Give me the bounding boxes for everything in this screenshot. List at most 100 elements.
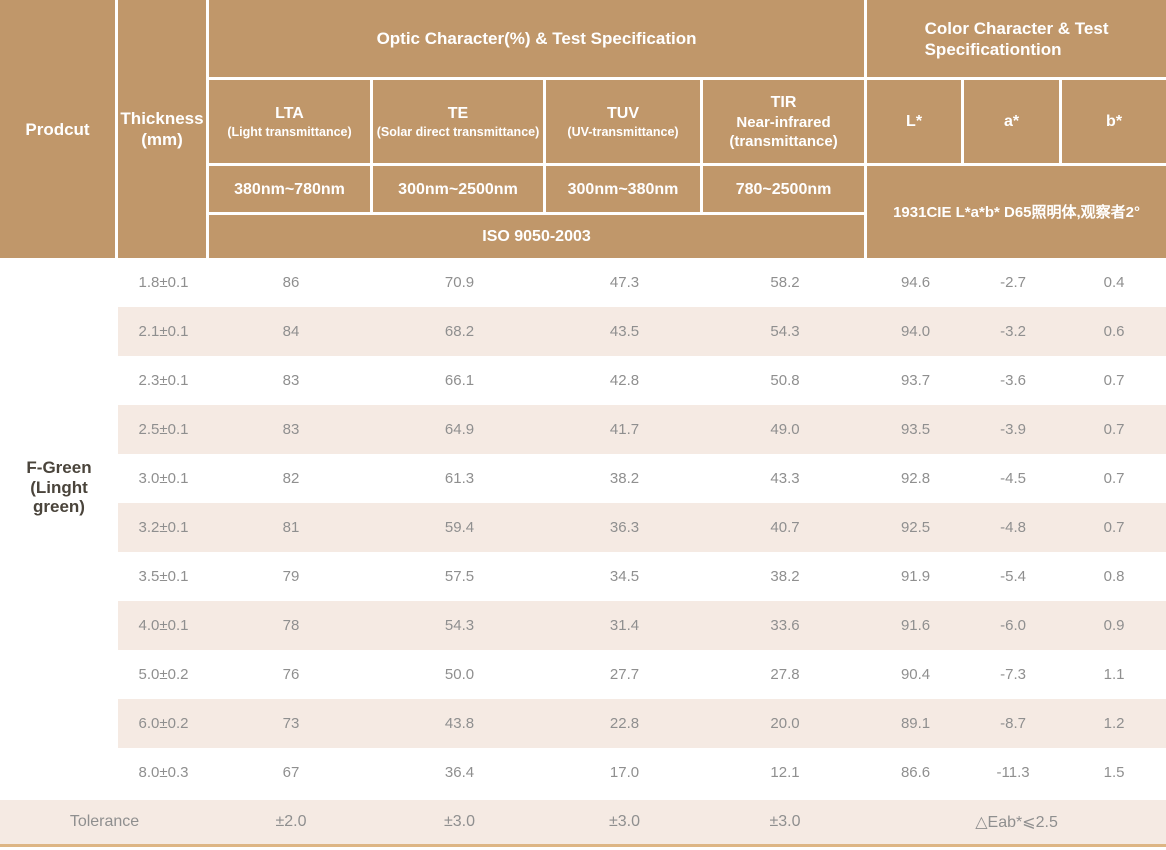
header-col-astar: a* bbox=[964, 80, 1063, 166]
cell-astar: -3.9 bbox=[964, 405, 1063, 454]
cell-te: 57.5 bbox=[373, 552, 546, 601]
product-name-line1: F-Green bbox=[26, 458, 92, 478]
cell-bstar: 1.5 bbox=[1062, 748, 1166, 797]
header-col-lta: LTA (Light transmittance) bbox=[209, 80, 373, 166]
tir-line2: Near-infrared bbox=[736, 113, 831, 131]
product-name-cell: F-Green (Linght green) bbox=[0, 258, 118, 797]
cell-astar: -3.6 bbox=[964, 356, 1063, 405]
tuv-title: TUV bbox=[607, 104, 639, 122]
cell-lta: 76 bbox=[209, 650, 373, 699]
cell-te: 68.2 bbox=[373, 307, 546, 356]
cell-lta: 81 bbox=[209, 503, 373, 552]
cell-tuv: 36.3 bbox=[546, 503, 703, 552]
lta-title: LTA bbox=[275, 104, 304, 122]
tolerance-color: △Eab*⩽2.5 bbox=[867, 797, 1166, 847]
cell-te: 61.3 bbox=[373, 454, 546, 503]
cell-astar: -6.0 bbox=[964, 601, 1063, 650]
cell-tuv: 47.3 bbox=[546, 258, 703, 307]
table-row: 3.0±0.1 82 61.3 38.2 43.3 92.8 -4.5 0.7 bbox=[0, 454, 1166, 503]
tolerance-tir: ±3.0 bbox=[703, 797, 868, 847]
cell-bstar: 0.9 bbox=[1062, 601, 1166, 650]
cell-lstar: 90.4 bbox=[867, 650, 965, 699]
header-row-ranges: 380nm~780nm 300nm~2500nm 300nm~380nm 780… bbox=[0, 166, 1166, 258]
cell-bstar: 0.7 bbox=[1062, 405, 1166, 454]
cell-thickness: 1.8±0.1 bbox=[118, 258, 209, 307]
cell-tir: 12.1 bbox=[703, 748, 868, 797]
header-color-group-line2: Specificationtion bbox=[924, 39, 1062, 59]
cell-tuv: 22.8 bbox=[546, 699, 703, 748]
header-col-lstar: L* bbox=[867, 80, 965, 166]
cell-astar: -2.7 bbox=[964, 258, 1063, 307]
header-col-bstar: b* bbox=[1062, 80, 1166, 166]
table-row: F-Green (Linght green) 1.8±0.1 86 70.9 4… bbox=[0, 258, 1166, 797]
tir-line3: (transmittance) bbox=[729, 132, 838, 150]
cell-thickness: 2.3±0.1 bbox=[118, 356, 209, 405]
cell-tir: 50.8 bbox=[703, 356, 868, 405]
header-col-tuv: TUV (UV-transmittance) bbox=[546, 80, 703, 166]
cell-tir: 43.3 bbox=[703, 454, 868, 503]
cell-lstar: 86.6 bbox=[867, 748, 965, 797]
header-product: Prodcut bbox=[0, 0, 118, 258]
cell-astar: -4.5 bbox=[964, 454, 1063, 503]
table-row: 8.0±0.3 67 36.4 17.0 12.1 86.6 -11.3 1.5 bbox=[0, 748, 1166, 797]
cell-thickness: 3.0±0.1 bbox=[118, 454, 209, 503]
header-col-te: TE (Solar direct transmittance) bbox=[373, 80, 546, 166]
cell-te: 36.4 bbox=[373, 748, 546, 797]
cell-tuv: 17.0 bbox=[546, 748, 703, 797]
tolerance-label: Tolerance bbox=[0, 797, 209, 847]
cell-tir: 33.6 bbox=[703, 601, 868, 650]
header-col-tir: TIR Near-infrared (transmittance) bbox=[703, 80, 868, 166]
header-optic-group-label: Optic Character(%) & Test Specification bbox=[376, 29, 697, 48]
cell-tuv: 41.7 bbox=[546, 405, 703, 454]
cell-bstar: 0.7 bbox=[1062, 356, 1166, 405]
cell-te: 50.0 bbox=[373, 650, 546, 699]
cell-astar: -11.3 bbox=[964, 748, 1063, 797]
header-color-group: Color Character & Test Specificationtion bbox=[867, 0, 1166, 80]
cell-lstar: 94.0 bbox=[867, 307, 965, 356]
cell-astar: -8.7 bbox=[964, 699, 1063, 748]
cell-thickness: 2.5±0.1 bbox=[118, 405, 209, 454]
te-subtitle: (Solar direct transmittance) bbox=[376, 124, 540, 139]
table-row: 2.1±0.1 84 68.2 43.5 54.3 94.0 -3.2 0.6 bbox=[0, 307, 1166, 356]
cell-lta: 86 bbox=[209, 258, 373, 307]
table-row: 5.0±0.2 76 50.0 27.7 27.8 90.4 -7.3 1.1 bbox=[0, 650, 1166, 699]
cell-lstar: 92.5 bbox=[867, 503, 965, 552]
cell-lta: 82 bbox=[209, 454, 373, 503]
cell-tuv: 42.8 bbox=[546, 356, 703, 405]
lta-range: 380nm~780nm bbox=[209, 166, 373, 215]
cell-lstar: 93.5 bbox=[867, 405, 965, 454]
cell-lta: 73 bbox=[209, 699, 373, 748]
header-color-group-line1: Color Character & Test bbox=[924, 18, 1109, 38]
cell-tir: 58.2 bbox=[703, 258, 868, 307]
cell-tir: 38.2 bbox=[703, 552, 868, 601]
tolerance-row: Tolerance ±2.0 ±3.0 ±3.0 ±3.0 △Eab*⩽2.5 bbox=[0, 797, 1166, 847]
cell-thickness: 3.5±0.1 bbox=[118, 552, 209, 601]
cell-thickness: 3.2±0.1 bbox=[118, 503, 209, 552]
cell-lta: 78 bbox=[209, 601, 373, 650]
header-thickness-line1: Thickness bbox=[120, 109, 204, 128]
cell-lstar: 91.9 bbox=[867, 552, 965, 601]
header-product-label: Prodcut bbox=[25, 119, 90, 139]
cell-bstar: 0.7 bbox=[1062, 503, 1166, 552]
table-row: 4.0±0.1 78 54.3 31.4 33.6 91.6 -6.0 0.9 bbox=[0, 601, 1166, 650]
cell-thickness: 6.0±0.2 bbox=[118, 699, 209, 748]
te-range: 300nm~2500nm bbox=[373, 166, 546, 215]
cell-astar: -7.3 bbox=[964, 650, 1063, 699]
cell-te: 59.4 bbox=[373, 503, 546, 552]
cell-te: 66.1 bbox=[373, 356, 546, 405]
cell-bstar: 1.1 bbox=[1062, 650, 1166, 699]
cell-bstar: 0.8 bbox=[1062, 552, 1166, 601]
optic-standard-cell: ISO 9050-2003 bbox=[209, 215, 868, 258]
cell-lstar: 89.1 bbox=[867, 699, 965, 748]
cell-astar: -3.2 bbox=[964, 307, 1063, 356]
cell-astar: -5.4 bbox=[964, 552, 1063, 601]
cell-tir: 20.0 bbox=[703, 699, 868, 748]
cell-tir: 54.3 bbox=[703, 307, 868, 356]
table-row: 3.2±0.1 81 59.4 36.3 40.7 92.5 -4.8 0.7 bbox=[0, 503, 1166, 552]
cell-lta: 83 bbox=[209, 405, 373, 454]
cell-tuv: 34.5 bbox=[546, 552, 703, 601]
cell-thickness: 5.0±0.2 bbox=[118, 650, 209, 699]
cell-tir: 40.7 bbox=[703, 503, 868, 552]
cell-lstar: 92.8 bbox=[867, 454, 965, 503]
